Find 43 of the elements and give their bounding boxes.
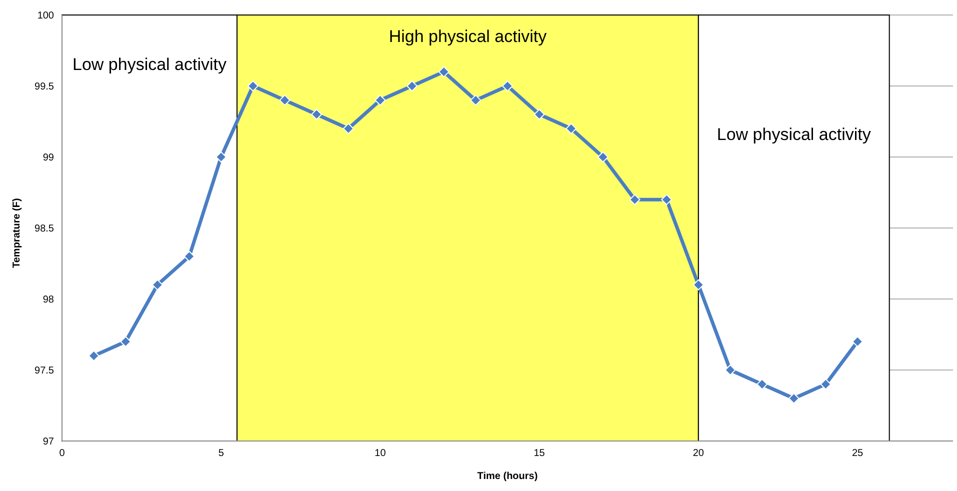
band-label: High physical activity xyxy=(388,27,548,46)
point xyxy=(152,279,163,290)
point xyxy=(756,378,768,390)
y-tick-label: 97 xyxy=(42,436,54,448)
point xyxy=(216,152,227,162)
x-tick-label: 15 xyxy=(534,448,546,460)
x-tick-label: 20 xyxy=(692,448,704,460)
x-tick-label: 25 xyxy=(852,448,864,460)
x-tick-label: 0 xyxy=(59,448,66,460)
y-tick-label: 99.5 xyxy=(34,82,54,93)
point xyxy=(438,66,450,78)
point xyxy=(534,108,545,120)
point xyxy=(247,80,258,92)
point xyxy=(470,94,482,106)
point xyxy=(852,336,864,348)
y-tick-label: 98.5 xyxy=(34,224,54,235)
point xyxy=(788,392,800,404)
y-tick-label: 98 xyxy=(42,294,54,306)
y-tick-label: 99 xyxy=(42,152,54,164)
point xyxy=(88,350,100,362)
point xyxy=(184,250,195,262)
point xyxy=(629,194,640,206)
point xyxy=(279,94,290,106)
point xyxy=(692,279,704,290)
point xyxy=(406,80,418,92)
point xyxy=(566,123,577,134)
point xyxy=(374,94,386,106)
point xyxy=(820,378,832,390)
point xyxy=(661,194,672,206)
band-label: Low physical activity xyxy=(716,125,872,144)
point xyxy=(311,108,322,120)
y-axis-title: Temprature (F) xyxy=(12,198,23,268)
x-tick-label: 5 xyxy=(218,448,224,460)
point xyxy=(502,80,513,92)
x-axis-title: Time (hours) xyxy=(477,471,538,482)
point xyxy=(724,364,736,376)
point xyxy=(342,123,354,134)
band-label: Low physical activity xyxy=(72,55,228,74)
y-tick-label: 100 xyxy=(37,10,54,22)
x-tick-label: 10 xyxy=(374,448,386,460)
point xyxy=(597,152,608,162)
point xyxy=(120,336,132,348)
y-tick-label: 97.5 xyxy=(34,366,54,377)
